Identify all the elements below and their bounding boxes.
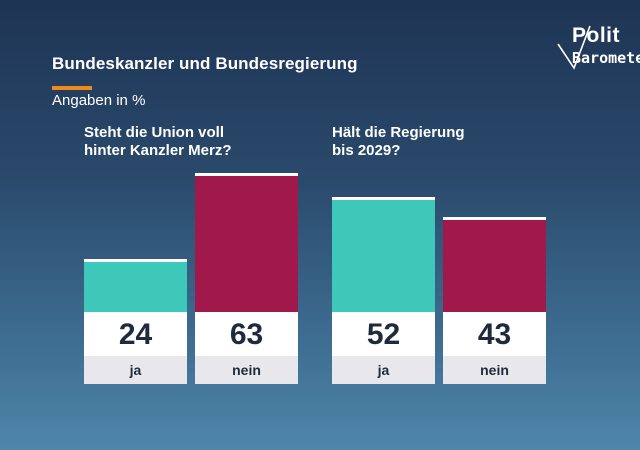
category-label-nein: nein	[443, 356, 546, 384]
logo-text-barometer: Barometer	[572, 49, 640, 67]
bar-nein	[195, 173, 298, 312]
bar-nein	[443, 217, 546, 312]
data-label-nein: 63	[195, 312, 298, 356]
logo-check-icon	[557, 25, 591, 70]
category-label-ja: ja	[332, 356, 435, 384]
chart-title: Bundeskanzler und Bundesregierung	[52, 54, 358, 73]
chart-subtitle: Angaben in %	[52, 92, 146, 109]
title-accent-line	[52, 86, 92, 90]
data-label-ja: 52	[332, 312, 435, 356]
category-label-ja: ja	[84, 356, 187, 384]
data-label-nein: 43	[443, 312, 546, 356]
question-regierung-2029: Hält die Regierung bis 2029?	[332, 124, 465, 159]
data-label-ja: 24	[84, 312, 187, 356]
bar-ja	[332, 197, 435, 312]
logo-text-polit: Polit	[572, 24, 620, 47]
bar-ja	[84, 259, 187, 312]
politbarometer-logo: Polit Barometer	[556, 22, 640, 72]
category-label-nein: nein	[195, 356, 298, 384]
question-union-merz: Steht die Union voll hinter Kanzler Merz…	[84, 124, 232, 159]
